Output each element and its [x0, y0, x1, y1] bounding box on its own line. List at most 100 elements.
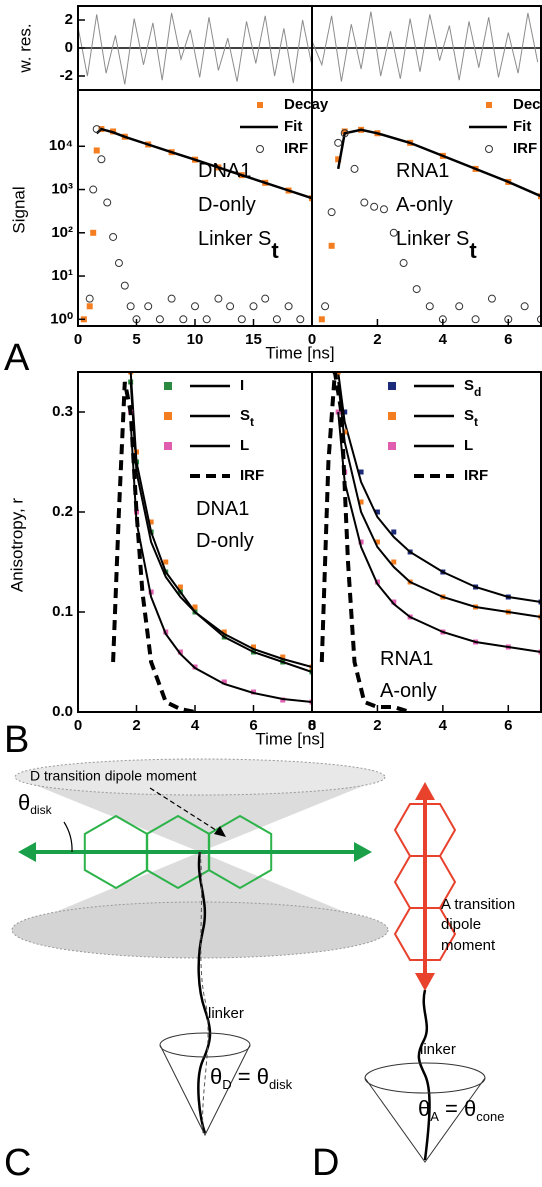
- point: [89, 185, 98, 194]
- point: [391, 529, 397, 535]
- angle-arc: [63, 821, 73, 853]
- series-line: [111, 381, 196, 712]
- legend-name: S: [464, 407, 474, 424]
- point: [335, 372, 341, 375]
- legend-label: Sd: [464, 377, 481, 399]
- y-axis-label: Signal: [9, 186, 28, 233]
- legend-label: L: [240, 437, 249, 454]
- point: [334, 138, 343, 147]
- annotation-text: D-only: [196, 530, 254, 552]
- legend-name: Fit: [513, 118, 531, 135]
- point: [284, 302, 293, 311]
- point: [374, 539, 380, 545]
- point: [318, 316, 325, 323]
- angle-sub: disk: [30, 803, 52, 817]
- linker-label: linker: [420, 1041, 456, 1058]
- point: [321, 302, 330, 311]
- point: [350, 164, 359, 173]
- y-tick-label: 10¹: [51, 267, 73, 284]
- formula-part: = θ: [232, 1064, 269, 1089]
- ring: [393, 907, 457, 961]
- point: [358, 499, 364, 505]
- point: [221, 679, 227, 685]
- fit-line: [129, 381, 312, 673]
- annotation-text: Linker S: [396, 228, 469, 250]
- point: [109, 232, 118, 241]
- x-tick-label: 0: [308, 331, 316, 348]
- legend-name: Decay: [513, 96, 542, 113]
- frame: [311, 89, 542, 327]
- series-line: [95, 127, 312, 200]
- ring: [207, 814, 273, 890]
- legend-marker: [256, 145, 264, 153]
- y-tick-label: 0.2: [52, 503, 73, 520]
- annotation-text: RNA1: [380, 648, 433, 670]
- x-tick-label: 15: [245, 331, 262, 348]
- legend-sub: t: [474, 415, 478, 429]
- formula-part: θ: [418, 1096, 430, 1121]
- plot-area: [318, 126, 541, 324]
- point: [296, 315, 305, 324]
- annotation: DNA1: [198, 160, 251, 182]
- annotation: RNA1: [396, 160, 449, 182]
- annotation-sub: t: [271, 238, 279, 263]
- formula-sub: cone: [476, 1109, 504, 1124]
- annotation: Linker St: [396, 228, 477, 263]
- x-tick-label: 10: [187, 331, 204, 348]
- pointer: [149, 787, 223, 835]
- point: [391, 559, 397, 565]
- point: [455, 302, 464, 311]
- point: [148, 519, 154, 525]
- x-axis-label: Time [ns]: [265, 343, 334, 362]
- y-tick-label: -2: [60, 67, 73, 84]
- legend-label: L: [464, 437, 473, 454]
- point: [163, 559, 169, 565]
- y-tick-label: 2: [65, 11, 73, 28]
- point: [328, 242, 335, 249]
- panel-d: A transition dipole moment linker θA = θ…: [312, 782, 515, 1184]
- point: [192, 604, 198, 610]
- dipole-label: dipole: [441, 916, 481, 933]
- linker-chain: [417, 989, 431, 1161]
- point: [221, 629, 227, 635]
- annotation: RNA1: [380, 648, 433, 670]
- legend-label: Fit: [513, 118, 531, 135]
- annotation: D-only: [196, 530, 254, 552]
- upper-cone: [15, 777, 385, 852]
- y-axis-label: Anisotropy, r: [7, 498, 26, 593]
- point: [226, 302, 235, 311]
- annotation: Linker St: [198, 228, 279, 263]
- panel-letter: A: [4, 337, 30, 379]
- legend-label: IRF: [240, 467, 264, 484]
- point: [370, 202, 379, 211]
- annotation-text: DNA1: [198, 160, 251, 182]
- x-tick-label: 5: [132, 331, 140, 348]
- point: [340, 129, 349, 138]
- point: [379, 205, 388, 214]
- legend-name: Fit: [284, 118, 302, 135]
- legend-name: I: [240, 377, 244, 394]
- point: [179, 315, 188, 324]
- y-tick-label: 0.0: [52, 703, 73, 720]
- point: [103, 198, 112, 207]
- x-tick-label: 0: [74, 717, 82, 734]
- point: [90, 229, 97, 236]
- linker-axis: [199, 851, 209, 1134]
- y-tick-label: 10⁴: [49, 137, 73, 154]
- point: [471, 315, 480, 324]
- y-tick-label: 10⁰: [50, 310, 73, 327]
- legend-marker: [485, 145, 493, 153]
- legend-name: IRF: [284, 140, 308, 157]
- point: [214, 294, 223, 303]
- pointer-head: [214, 826, 226, 837]
- dye-rings: [393, 803, 457, 961]
- point: [342, 429, 348, 435]
- legend-label: IRF: [464, 467, 488, 484]
- point: [335, 156, 342, 163]
- point: [389, 228, 398, 237]
- fit-line: [337, 381, 541, 618]
- annotation: A-only: [380, 680, 437, 702]
- y-axis-label: w. res.: [15, 23, 34, 73]
- formula-sub: D: [222, 1077, 231, 1092]
- point: [412, 285, 421, 294]
